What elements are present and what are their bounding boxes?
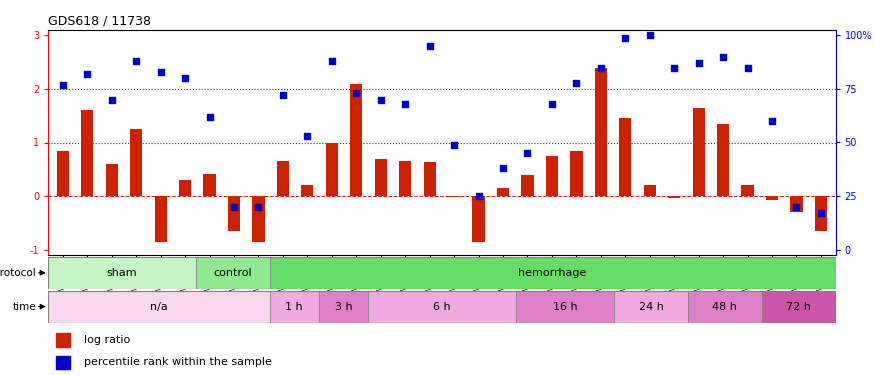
Point [691, 60, 705, 66]
Bar [130, 129, 143, 196]
Bar [57, 150, 69, 196]
Point [202, 114, 216, 120]
Text: 24 h: 24 h [639, 302, 663, 312]
Point [80, 71, 94, 77]
Text: 48 h: 48 h [712, 302, 738, 312]
Bar [741, 185, 753, 196]
Bar [318, 291, 368, 322]
Point [105, 97, 119, 103]
Point [349, 90, 363, 96]
Point [56, 82, 70, 88]
Point [668, 64, 682, 70]
Bar [106, 164, 118, 196]
Point [496, 165, 510, 171]
Bar [196, 257, 270, 289]
Text: protocol: protocol [0, 268, 36, 278]
Bar [815, 196, 827, 231]
Point [643, 32, 657, 38]
Bar [522, 175, 534, 196]
Point [154, 69, 168, 75]
Bar [81, 110, 94, 196]
Bar [448, 196, 460, 197]
Bar [766, 196, 778, 200]
Bar [790, 196, 802, 212]
Text: sham: sham [107, 268, 137, 278]
Bar [497, 188, 509, 196]
Bar [48, 257, 196, 289]
Point [276, 92, 290, 98]
Point [178, 75, 192, 81]
Point [545, 101, 559, 107]
Text: 3 h: 3 h [334, 302, 353, 312]
Bar [48, 291, 270, 322]
Bar [570, 150, 583, 196]
Bar [203, 174, 215, 196]
Text: log ratio: log ratio [84, 335, 130, 345]
Point [472, 193, 486, 199]
Point [594, 64, 608, 70]
Point [716, 54, 730, 60]
Point [789, 204, 803, 210]
Bar [350, 84, 362, 196]
Text: 6 h: 6 h [433, 302, 451, 312]
Bar [326, 142, 338, 196]
Point [521, 150, 535, 156]
Bar [368, 291, 515, 322]
Point [740, 64, 754, 70]
Point [765, 118, 779, 124]
Bar [620, 118, 632, 196]
Point [619, 34, 633, 40]
Bar [56, 333, 70, 347]
Text: hemorrhage: hemorrhage [518, 268, 587, 278]
Bar [644, 185, 656, 196]
Text: control: control [214, 268, 252, 278]
Bar [668, 196, 681, 198]
Point [423, 43, 437, 49]
Bar [515, 291, 614, 322]
Text: 72 h: 72 h [787, 302, 811, 312]
Point [325, 58, 339, 64]
Bar [473, 196, 485, 242]
Bar [595, 68, 607, 196]
Bar [56, 356, 70, 369]
Point [130, 58, 144, 64]
Point [251, 204, 265, 210]
Text: time: time [12, 302, 36, 312]
Bar [762, 291, 836, 322]
Text: 16 h: 16 h [553, 302, 578, 312]
Bar [717, 124, 729, 196]
Bar [614, 291, 688, 322]
Bar [179, 180, 192, 196]
Point [814, 210, 828, 216]
Bar [424, 162, 436, 196]
Bar [155, 196, 167, 242]
Text: 1 h: 1 h [285, 302, 303, 312]
Text: n/a: n/a [150, 302, 168, 312]
Bar [276, 161, 289, 196]
Bar [546, 156, 558, 196]
Point [227, 204, 241, 210]
Bar [692, 108, 704, 196]
Bar [399, 161, 411, 196]
Bar [228, 196, 240, 231]
Bar [374, 159, 387, 196]
Point [300, 133, 314, 139]
Point [570, 80, 584, 86]
Point [398, 101, 412, 107]
Point [447, 142, 461, 148]
Bar [688, 291, 762, 322]
Text: percentile rank within the sample: percentile rank within the sample [84, 357, 271, 368]
Bar [270, 257, 836, 289]
Point [374, 97, 388, 103]
Bar [270, 291, 318, 322]
Text: GDS618 / 11738: GDS618 / 11738 [48, 15, 151, 27]
Bar [252, 196, 264, 242]
Bar [301, 185, 313, 196]
